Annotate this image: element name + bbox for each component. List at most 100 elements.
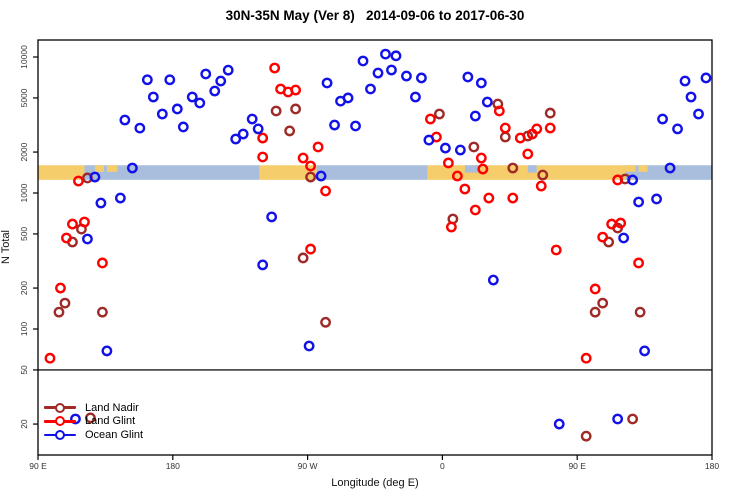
- data-point-land-glint: [320, 185, 331, 197]
- data-point-ocean-glint: [481, 96, 493, 108]
- data-point-land-glint: [615, 217, 627, 229]
- data-point-ocean-glint: [186, 91, 198, 103]
- legend-item-ocean-glint: Ocean Glint: [44, 428, 143, 442]
- data-point-ocean-glint: [454, 144, 466, 156]
- land-nadir-marker-icon: [44, 402, 76, 413]
- legend-item-land-nadir: Land Nadir: [44, 401, 143, 415]
- plot-border: [37, 39, 713, 456]
- data-point-land-nadir: [305, 171, 316, 183]
- x-tick-label: 90 E: [568, 461, 586, 471]
- data-point-land-glint: [550, 244, 562, 256]
- data-point-land-nadir: [580, 430, 592, 442]
- x-tick-label: 180: [705, 461, 719, 471]
- data-point-ocean-glint: [618, 232, 630, 244]
- data-point-ocean-glint: [230, 133, 242, 145]
- data-point-ocean-glint: [365, 83, 376, 95]
- map-band-land: [38, 165, 85, 180]
- data-point-ocean-glint: [315, 170, 327, 182]
- data-point-ocean-glint: [423, 134, 435, 146]
- data-point-ocean-glint: [633, 196, 645, 208]
- data-point-ocean-glint: [303, 340, 315, 352]
- map-band-island: [625, 165, 636, 172]
- legend-label: Land Nadir: [85, 401, 139, 414]
- data-point-ocean-glint: [553, 418, 565, 430]
- map-band-island: [94, 165, 104, 172]
- data-point-ocean-glint: [141, 74, 153, 86]
- data-point-land-glint: [483, 192, 495, 204]
- data-point-land-glint: [535, 180, 547, 192]
- data-point-land-glint: [544, 122, 556, 134]
- data-point-land-nadir: [507, 162, 519, 174]
- data-point-ocean-glint: [215, 75, 227, 87]
- y-axis-label: N Total: [0, 229, 12, 265]
- data-point-ocean-glint: [350, 120, 361, 132]
- data-point-land-glint: [97, 257, 108, 269]
- data-point-ocean-glint: [639, 345, 650, 357]
- x-tick-label: 90 W: [298, 461, 318, 471]
- data-point-ocean-glint: [469, 110, 481, 122]
- data-point-land-nadir: [284, 125, 296, 137]
- data-point-ocean-glint: [95, 197, 107, 209]
- data-point-land-glint: [269, 62, 281, 74]
- data-point-land-nadir: [85, 412, 96, 424]
- x-axis-label: Longitude (deg E): [331, 477, 419, 489]
- data-point-land-glint: [425, 113, 436, 125]
- data-point-ocean-glint: [134, 122, 146, 134]
- data-point-ocean-glint: [177, 121, 189, 133]
- data-point-land-nadir: [468, 141, 480, 153]
- data-point-ocean-glint: [222, 64, 234, 76]
- data-point-ocean-glint: [321, 77, 333, 89]
- data-point-ocean-glint: [651, 193, 662, 205]
- data-point-land-nadir: [589, 306, 601, 318]
- y-tick-label: 50: [19, 365, 29, 375]
- y-tick-label: 20: [19, 419, 29, 429]
- data-point-ocean-glint: [257, 259, 269, 271]
- data-point-land-glint: [597, 231, 609, 243]
- data-point-land-nadir: [320, 316, 331, 328]
- legend-label: Ocean Glint: [85, 428, 144, 441]
- map-band-sea-notch: [527, 165, 537, 173]
- data-point-land-nadir: [270, 105, 282, 117]
- data-point-land-glint: [55, 282, 66, 294]
- data-point-land-nadir: [290, 103, 302, 115]
- y-tick-label: 10000: [19, 45, 29, 69]
- data-point-land-glint: [475, 152, 487, 164]
- data-point-land-glint: [61, 232, 72, 244]
- data-point-ocean-glint: [114, 192, 126, 204]
- y-tick-label: 2000: [19, 142, 29, 161]
- data-point-land-glint: [290, 84, 302, 96]
- data-point-ocean-glint: [266, 211, 278, 223]
- data-point-land-glint: [305, 160, 316, 172]
- data-point-land-glint: [477, 163, 489, 175]
- y-tick-label: 500: [19, 227, 29, 241]
- data-point-ocean-glint: [657, 113, 668, 125]
- data-point-land-glint: [507, 192, 519, 204]
- data-point-land-nadir: [434, 108, 445, 120]
- x-tick-label: 0: [440, 461, 445, 471]
- data-point-ocean-glint: [194, 97, 206, 109]
- data-point-land-glint: [79, 216, 90, 228]
- y-tick-label: 200: [19, 281, 29, 295]
- land-glint-marker-icon: [44, 416, 76, 427]
- data-point-land-glint: [459, 183, 471, 195]
- y-tick-label: 100: [19, 322, 29, 336]
- data-point-land-glint: [493, 105, 505, 117]
- data-point-land-glint: [580, 352, 592, 364]
- data-point-ocean-glint: [372, 67, 384, 79]
- x-tick-label: 180: [166, 461, 180, 471]
- data-point-ocean-glint: [357, 55, 369, 67]
- data-point-ocean-glint: [70, 413, 81, 425]
- data-point-ocean-glint: [147, 91, 159, 103]
- data-point-ocean-glint: [329, 119, 340, 131]
- data-point-ocean-glint: [390, 50, 402, 62]
- data-point-land-glint: [499, 122, 511, 134]
- data-point-land-nadir: [97, 306, 108, 318]
- data-point-land-glint: [312, 141, 324, 153]
- data-point-ocean-glint: [380, 48, 391, 60]
- data-point-land-glint: [257, 132, 269, 144]
- data-point-ocean-glint: [462, 71, 474, 83]
- data-point-ocean-glint: [612, 413, 624, 425]
- data-point-ocean-glint: [685, 91, 697, 103]
- data-point-land-glint: [514, 132, 526, 144]
